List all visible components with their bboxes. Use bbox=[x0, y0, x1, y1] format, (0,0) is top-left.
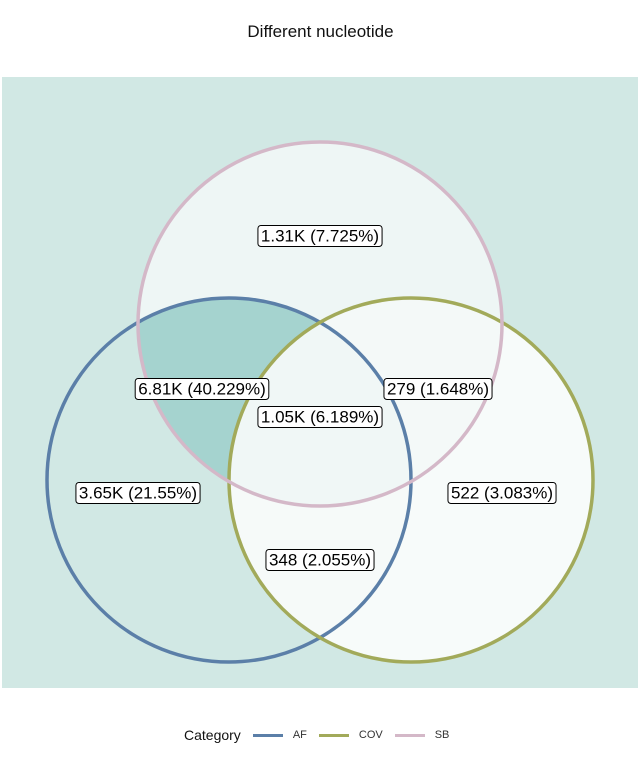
legend-swatch-af bbox=[252, 733, 283, 737]
legend-title: Category bbox=[184, 727, 241, 743]
legend-item-af: AF bbox=[252, 729, 307, 741]
svg-text:3.65K (21.55%): 3.65K (21.55%) bbox=[79, 484, 197, 503]
svg-text:1.31K (7.725%): 1.31K (7.725%) bbox=[261, 227, 379, 246]
legend-item-cov: COV bbox=[318, 729, 383, 741]
legend-swatch-sb bbox=[394, 733, 425, 737]
chart-title: Different nucleotide bbox=[247, 22, 394, 41]
legend-item-sb: SB bbox=[394, 729, 450, 741]
svg-text:522 (3.083%): 522 (3.083%) bbox=[451, 484, 553, 503]
region-label-sb: 1.31K (7.725%) bbox=[257, 225, 383, 247]
legend-label-sb: SB bbox=[434, 729, 450, 741]
svg-text:348 (2.055%): 348 (2.055%) bbox=[269, 551, 371, 570]
region-label-af-sb: 6.81K (40.229%) bbox=[134, 378, 270, 400]
legend: Category AF COV SB bbox=[0, 722, 641, 752]
region-label-cov-sb: 279 (1.648%) bbox=[383, 378, 493, 400]
svg-text:279 (1.648%): 279 (1.648%) bbox=[387, 380, 489, 399]
circle-sb bbox=[136, 140, 504, 508]
svg-text:1.05K (6.189%): 1.05K (6.189%) bbox=[261, 408, 379, 427]
svg-text:6.81K (40.229%): 6.81K (40.229%) bbox=[138, 380, 266, 399]
legend-label-af: AF bbox=[292, 729, 307, 741]
region-label-af: 3.65K (21.55%) bbox=[75, 482, 201, 504]
region-label-af-cov: 348 (2.055%) bbox=[265, 549, 375, 571]
region-label-cov: 522 (3.083%) bbox=[447, 482, 557, 504]
legend-label-cov: COV bbox=[358, 729, 383, 741]
region-label-af-cov-sb: 1.05K (6.189%) bbox=[257, 406, 383, 428]
legend-swatch-cov bbox=[318, 733, 349, 737]
